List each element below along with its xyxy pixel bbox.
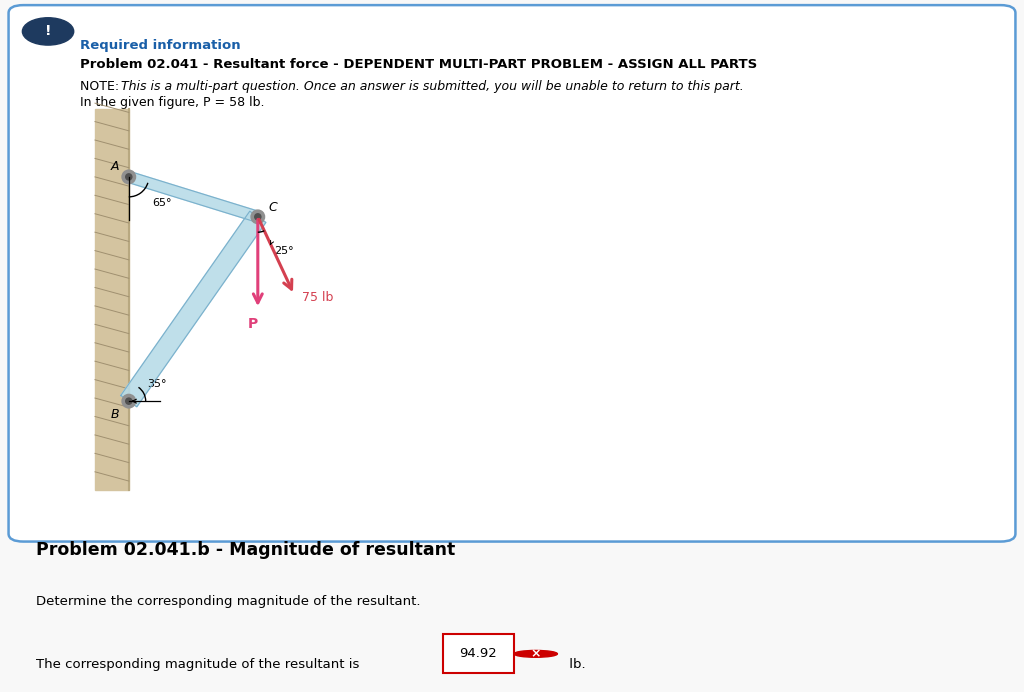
Text: ×: × [530, 647, 541, 660]
Polygon shape [121, 211, 266, 407]
FancyBboxPatch shape [443, 635, 514, 673]
Text: 25°: 25° [273, 246, 294, 255]
Text: lb.: lb. [565, 657, 586, 671]
Text: !: ! [45, 24, 51, 39]
Circle shape [126, 398, 132, 404]
Text: 35°: 35° [147, 379, 167, 390]
Circle shape [122, 170, 135, 183]
Text: B: B [111, 408, 119, 421]
Text: Determine the corresponding magnitude of the resultant.: Determine the corresponding magnitude of… [36, 595, 421, 608]
Circle shape [251, 210, 264, 224]
Circle shape [126, 174, 132, 180]
Polygon shape [127, 172, 259, 222]
Circle shape [122, 394, 135, 408]
Text: C: C [268, 201, 278, 214]
FancyBboxPatch shape [8, 5, 1016, 542]
Text: The corresponding magnitude of the resultant is: The corresponding magnitude of the resul… [36, 657, 364, 671]
Text: 65°: 65° [152, 198, 171, 208]
Text: In the given figure, P = 58 lb.: In the given figure, P = 58 lb. [80, 95, 264, 109]
Text: Required information: Required information [80, 39, 241, 53]
Text: This is a multi-part question. Once an answer is submitted, you will be unable t: This is a multi-part question. Once an a… [121, 80, 743, 93]
Text: Problem 02.041.b - Magnitude of resultant: Problem 02.041.b - Magnitude of resultan… [36, 541, 456, 559]
Text: 75 lb: 75 lb [302, 291, 333, 304]
Text: A: A [111, 160, 119, 172]
Circle shape [23, 18, 74, 45]
Text: P: P [248, 317, 258, 331]
Text: 94.92: 94.92 [460, 647, 498, 660]
Circle shape [255, 214, 261, 220]
Text: NOTE:: NOTE: [80, 80, 123, 93]
Circle shape [514, 650, 557, 657]
Polygon shape [95, 109, 129, 490]
Text: Problem 02.041 - Resultant force - DEPENDENT MULTI-PART PROBLEM - ASSIGN ALL PAR: Problem 02.041 - Resultant force - DEPEN… [80, 57, 757, 71]
